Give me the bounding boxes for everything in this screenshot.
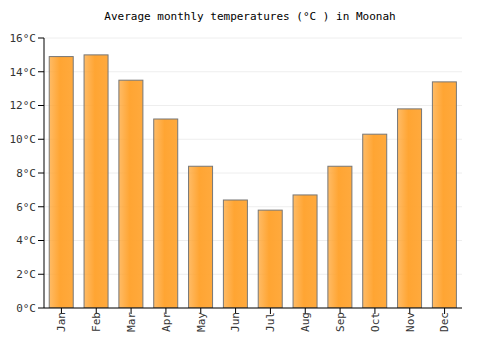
html-text:Average monthly temperatures (: Average monthly temperatures (°C ) in Mo… (104, 10, 396, 23)
svg-text:Apr: Apr (160, 312, 173, 332)
svg-text:Aug: Aug (299, 312, 312, 332)
svg-text:Oct: Oct (369, 312, 382, 332)
svg-text:6°C: 6°C (16, 201, 36, 214)
svg-text:Sep: Sep (334, 312, 347, 332)
svg-text:14°C: 14°C (10, 66, 37, 79)
svg-text:2°C: 2°C (16, 268, 36, 281)
svg-text:16°C: 16°C (10, 32, 37, 45)
svg-text:Jan: Jan (55, 312, 68, 332)
svg-text:4°C: 4°C (16, 234, 36, 247)
svg-text:12°C: 12°C (10, 99, 37, 112)
svg-text:Mar: Mar (125, 312, 138, 332)
svg-text:Dec: Dec (438, 312, 451, 332)
svg-text:Jul: Jul (264, 312, 277, 332)
svg-text:0°C: 0°C (16, 302, 36, 315)
svg-text:8°C: 8°C (16, 167, 36, 180)
svg-text:May: May (195, 312, 208, 332)
svg-text:Jun: Jun (229, 312, 242, 332)
svg-text:10°C: 10°C (10, 133, 37, 146)
svg-text:Nov: Nov (404, 312, 417, 332)
svg-text:Feb: Feb (90, 312, 103, 332)
